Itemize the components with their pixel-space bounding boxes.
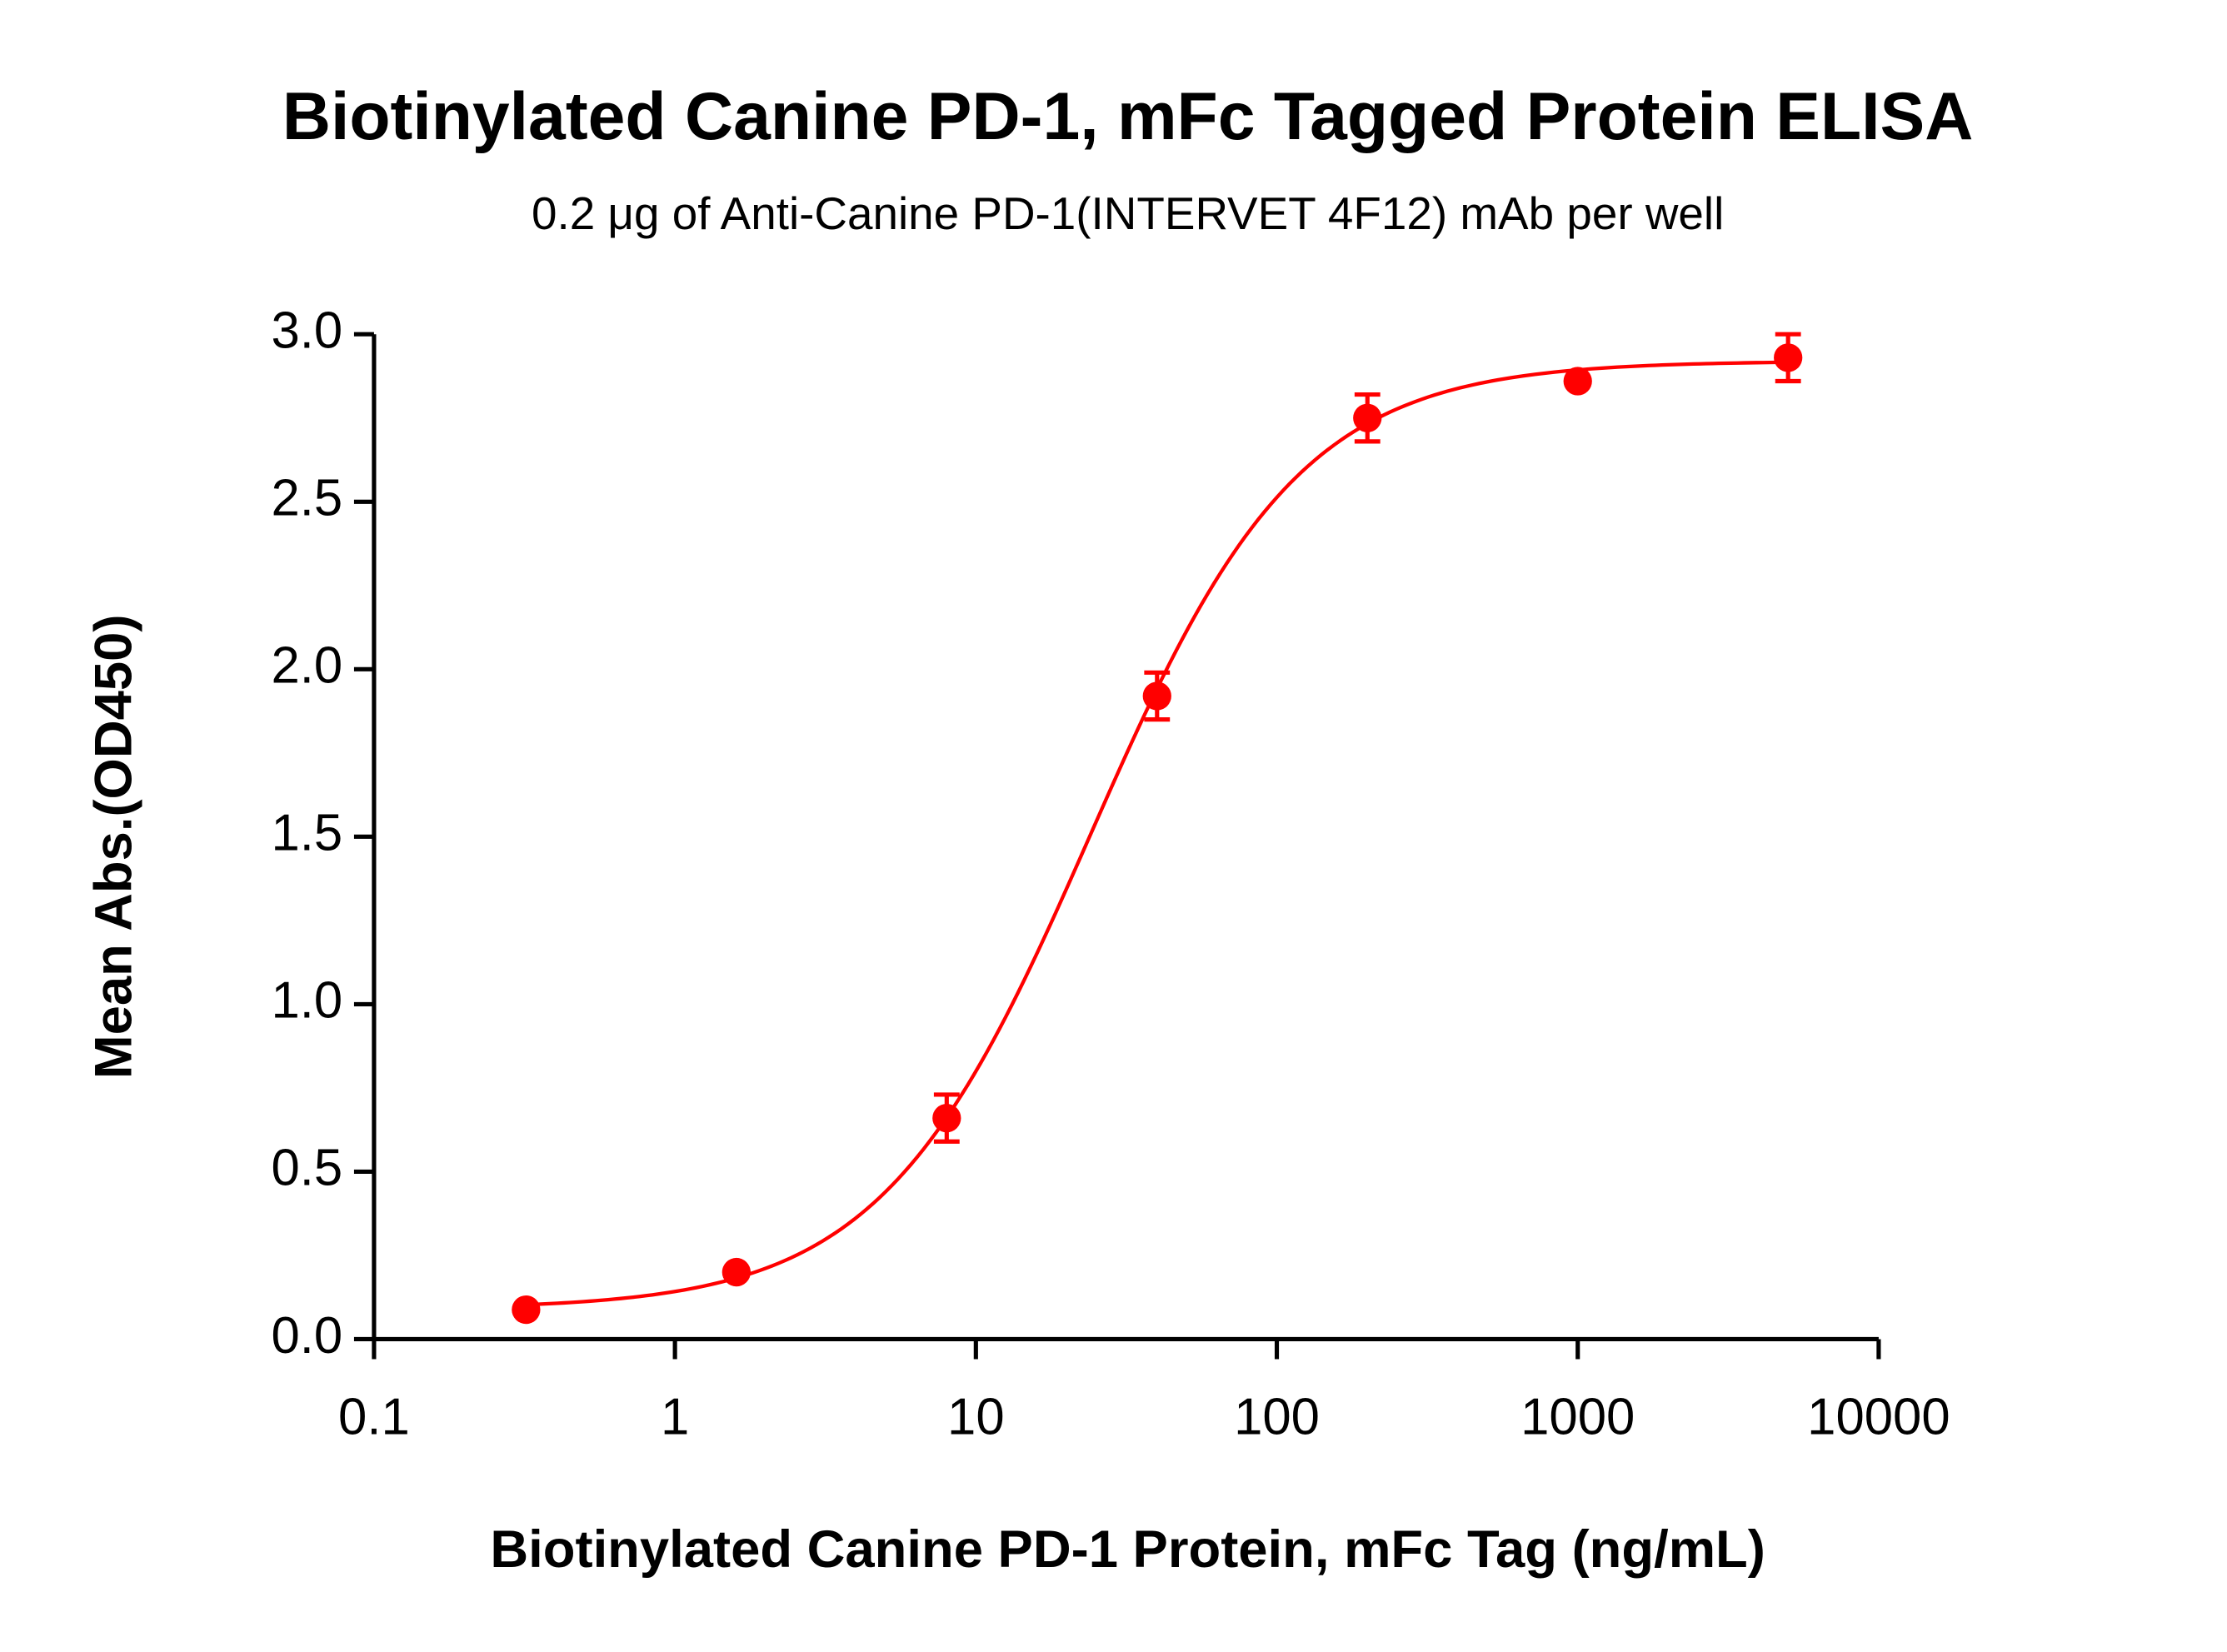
x-tick-label: 100	[1234, 1388, 1320, 1445]
data-point	[1563, 367, 1592, 396]
fit-curve	[526, 360, 1789, 1307]
data-point	[932, 1103, 961, 1133]
y-tick-label: 1.5	[271, 805, 342, 862]
y-axis-label: Mean Abs.(OD450)	[84, 615, 142, 1080]
chart-subtitle: 0.2 μg of Anti-Canine PD-1(INTERVET 4F12…	[532, 187, 1724, 239]
data-point	[1353, 403, 1382, 432]
y-tick-label: 3.0	[271, 302, 342, 360]
data-point	[722, 1257, 751, 1287]
x-tick-label: 0.1	[338, 1388, 410, 1445]
x-tick-label: 1	[661, 1388, 689, 1445]
y-tick-label: 2.0	[271, 637, 342, 695]
data-point	[1774, 343, 1803, 372]
y-tick-label: 2.5	[271, 470, 342, 527]
x-tick-label: 10000	[1807, 1388, 1950, 1445]
y-tick-label: 0.0	[271, 1307, 342, 1365]
chart-title: Biotinylated Canine PD-1, mFc Tagged Pro…	[282, 79, 1974, 154]
y-tick-label: 0.5	[271, 1140, 342, 1197]
y-tick-label: 1.0	[271, 972, 342, 1030]
x-axis-label: Biotinylated Canine PD-1 Protein, mFc Ta…	[490, 1520, 1765, 1579]
x-tick-label: 10	[947, 1388, 1005, 1445]
data-point	[512, 1295, 541, 1325]
x-tick-label: 1000	[1520, 1388, 1635, 1445]
data-point	[1142, 681, 1171, 711]
